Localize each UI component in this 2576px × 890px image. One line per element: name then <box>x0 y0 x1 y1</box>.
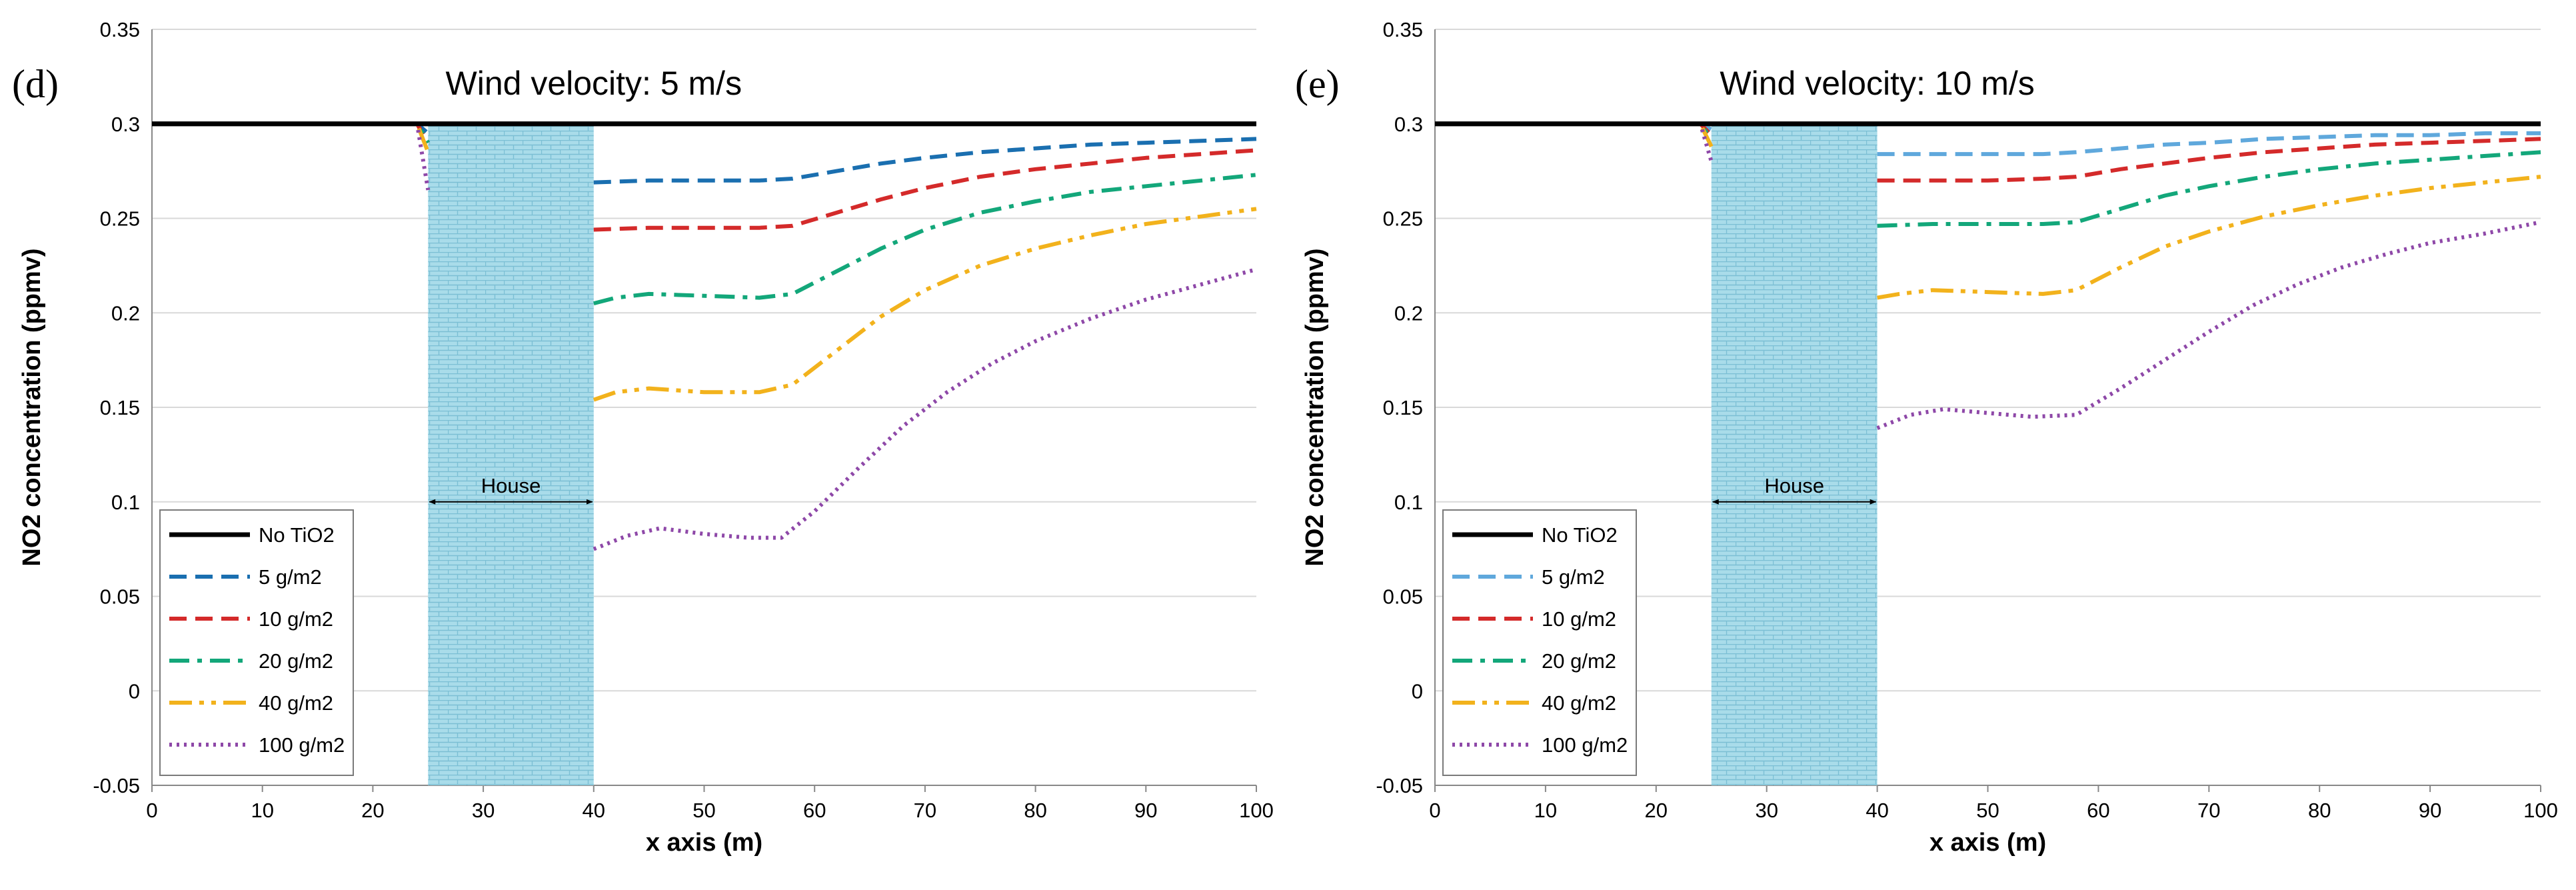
house-block <box>428 123 594 785</box>
y-axis-title: NO2 concentration (ppmv) <box>1301 248 1329 566</box>
x-tick-label: 60 <box>803 799 826 822</box>
series-line-100-g-m2 <box>152 121 431 191</box>
legend-label: No TiO2 <box>1542 523 1618 547</box>
series-line-10-g-m2-downstream <box>593 148 1257 232</box>
y-tick-label: 0 <box>1412 679 1423 703</box>
series-line-20-g-m2-downstream <box>1877 150 2541 228</box>
series-line-40-g-m2-downstream <box>1877 175 2541 300</box>
legend-label: 5 g/m2 <box>259 565 322 589</box>
x-tick-label: 20 <box>361 799 384 822</box>
x-tick-label: 10 <box>1534 799 1557 822</box>
y-tick-label: 0.05 <box>1383 585 1423 609</box>
x-tick-label: 0 <box>146 799 157 822</box>
series-line-100-g-m2 <box>1435 121 1714 163</box>
x-tick-label: 20 <box>1645 799 1668 822</box>
x-tick-label: 90 <box>2419 799 2441 822</box>
x-axis-title: x axis (m) <box>646 829 762 857</box>
y-tick-label: 0.15 <box>100 396 140 419</box>
x-tick-label: 10 <box>251 799 273 822</box>
series-line-5-g-m2-downstream <box>1877 131 2541 157</box>
y-axis-title: NO2 concentration (ppmv) <box>18 248 46 566</box>
series-line-20-g-m2-downstream <box>593 173 1257 306</box>
x-tick-label: 60 <box>2087 799 2109 822</box>
legend-label: 5 g/m2 <box>1542 565 1605 589</box>
x-tick-label: 80 <box>2308 799 2331 822</box>
x-tick-label: 100 <box>2523 799 2558 822</box>
y-tick-label: 0.35 <box>100 18 140 41</box>
y-tick-label: 0 <box>129 679 140 703</box>
x-tick-label: 50 <box>692 799 715 822</box>
house-label: House <box>481 474 541 497</box>
panel-d: -0.05 0 0.05 0.1 0.15 0.2 0.25 0.3 0.35 0 10 20 30 40… <box>12 18 1274 857</box>
y-tick-label: 0.35 <box>1383 18 1423 41</box>
x-tick-label: 70 <box>914 799 936 822</box>
legend-box <box>159 509 354 776</box>
legend-label: 20 g/m2 <box>259 649 333 673</box>
legend: No TiO2 5 g/m2 10 g/m2 20 g/m2 40 g/m2 100 g/… <box>1442 509 1637 776</box>
y-tick-label: 0.3 <box>1394 113 1423 136</box>
y-tick-label: 0.3 <box>111 113 140 136</box>
series-line-40-g-m2-downstream <box>593 207 1257 402</box>
y-tick-label: 0.1 <box>111 491 140 514</box>
series-line-100-g-m2-downstream <box>593 267 1257 551</box>
legend-label: No TiO2 <box>259 523 335 547</box>
y-tick-label: 0.15 <box>1383 396 1423 419</box>
y-tick-label: 0.25 <box>100 207 140 231</box>
series-line-10-g-m2-downstream <box>1877 137 2541 183</box>
x-tick-label: 40 <box>1866 799 1888 822</box>
legend-label: 10 g/m2 <box>259 607 333 631</box>
series-line-40-g-m2 <box>152 121 431 153</box>
x-tick-label: 0 <box>1429 799 1440 822</box>
y-tick-label: 0.1 <box>1394 491 1423 514</box>
legend-label: 10 g/m2 <box>1542 607 1616 631</box>
series-line-40-g-m2 <box>1435 121 1714 148</box>
legend-label: 20 g/m2 <box>1542 649 1616 673</box>
series-line-10-g-m2 <box>152 121 430 144</box>
x-axis-title: x axis (m) <box>1930 829 2046 857</box>
legend-label: 40 g/m2 <box>259 691 333 715</box>
y-tick-label: 0.2 <box>111 301 140 325</box>
x-tick-label: 90 <box>1134 799 1157 822</box>
legend-label: 100 g/m2 <box>259 733 345 757</box>
x-tick-label: 70 <box>2197 799 2220 822</box>
x-tick-label: 80 <box>1024 799 1046 822</box>
chart-title: Wind velocity: 10 m/s <box>1720 65 2034 102</box>
chart-title: Wind velocity: 5 m/s <box>446 65 742 102</box>
legend: No TiO2 5 g/m2 10 g/m2 20 g/m2 40 g/m2 100 g/… <box>159 509 354 776</box>
y-tick-label: -0.05 <box>1376 774 1423 797</box>
x-tick-label: 30 <box>1755 799 1778 822</box>
series-line-100-g-m2-downstream <box>1876 220 2541 430</box>
y-tick-label: -0.05 <box>93 774 140 797</box>
panel-e: -0.05 0 0.05 0.1 0.15 0.2 0.25 0.3 0.35 0 10 20 30 40… <box>1295 18 2558 857</box>
x-tick-label: 50 <box>1976 799 1999 822</box>
legend-label: 40 g/m2 <box>1542 691 1616 715</box>
y-tick-label: 0.25 <box>1383 207 1423 231</box>
legend-label: 100 g/m2 <box>1542 733 1628 757</box>
series-line-5-g-m2-downstream <box>593 137 1257 185</box>
house-label: House <box>1764 474 1824 497</box>
y-tick-label: 0.05 <box>100 585 140 609</box>
x-tick-label: 40 <box>583 799 605 822</box>
panel-label: (d) <box>12 62 59 106</box>
house-block <box>1711 123 1878 785</box>
x-tick-label: 30 <box>472 799 495 822</box>
series-line-20-g-m2 <box>152 121 430 144</box>
y-tick-label: 0.2 <box>1394 301 1423 325</box>
legend-box <box>1442 509 1637 776</box>
panel-label: (e) <box>1295 62 1340 106</box>
x-tick-label: 100 <box>1239 799 1274 822</box>
